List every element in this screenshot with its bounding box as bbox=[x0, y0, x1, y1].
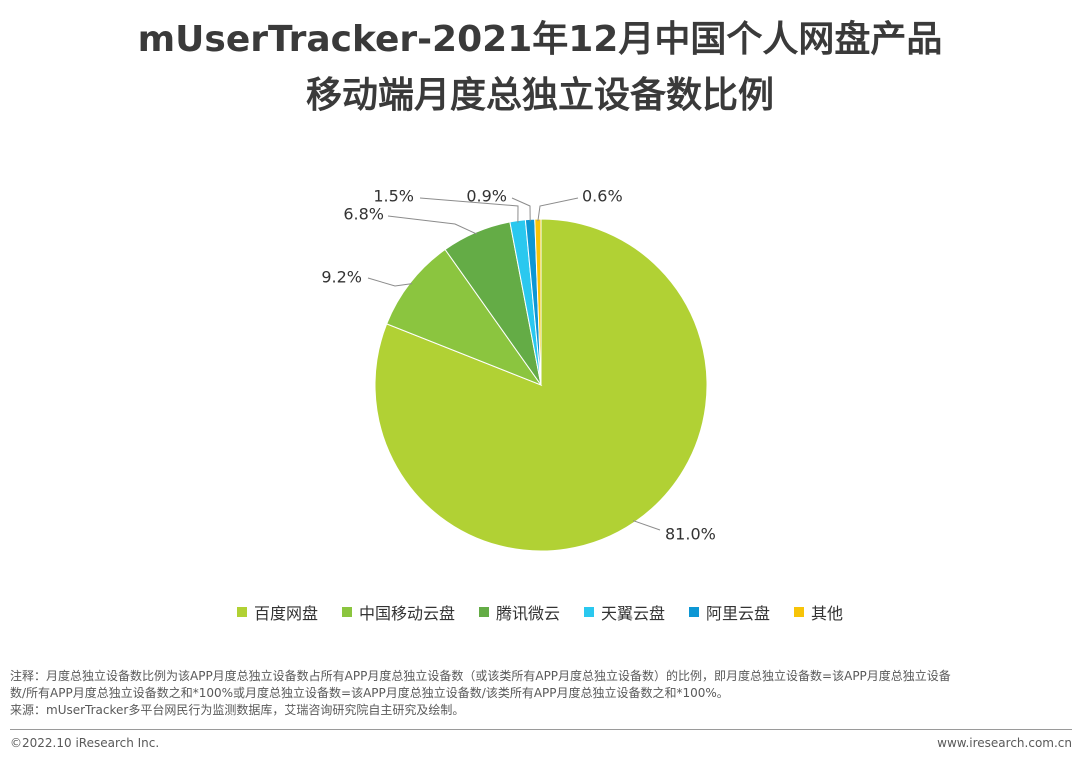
legend-label: 其他 bbox=[811, 604, 844, 623]
leader-line-4 bbox=[419, 197, 519, 223]
leader-line-3 bbox=[387, 215, 478, 235]
note-line-2: 数/所有APP月度总独立设备数之和*100%或月度总独立设备数=该APP月度总独… bbox=[10, 686, 729, 700]
note-line-1: 注释：月度总独立设备数比例为该APP月度总独立设备数占所有APP月度总独立设备数… bbox=[10, 669, 951, 683]
legend-swatch bbox=[341, 607, 352, 617]
legend-label: 腾讯微云 bbox=[495, 604, 560, 623]
legend-label: 天翼云盘 bbox=[601, 604, 666, 623]
legend-swatch bbox=[584, 607, 594, 617]
legend-item-2: 中国移动云盘 bbox=[341, 600, 455, 624]
chart-notes: 注释：月度总独立设备数比例为该APP月度总独立设备数占所有APP月度总独立设备数… bbox=[10, 668, 1072, 719]
legend-item-5: 阿里云盘 bbox=[689, 600, 770, 624]
pie-slice-2 bbox=[386, 248, 543, 387]
legend-label: 中国移动云盘 bbox=[358, 604, 455, 623]
legend-label: 百度网盘 bbox=[253, 604, 318, 623]
copyright-text: ©2022.10 iResearch Inc. bbox=[10, 736, 160, 750]
data-label-3: 6.8% bbox=[343, 205, 384, 224]
legend-swatch bbox=[794, 607, 805, 617]
leader-line-2 bbox=[367, 277, 413, 287]
legend-item-3: 腾讯微云 bbox=[478, 600, 560, 624]
leader-line-1 bbox=[633, 520, 661, 531]
legend-item-6: 其他 bbox=[794, 600, 843, 624]
legend-swatch bbox=[236, 607, 247, 617]
data-label-5: 0.9% bbox=[466, 187, 507, 206]
data-label-2: 9.2% bbox=[321, 268, 362, 287]
data-label-1: 81.0% bbox=[665, 525, 716, 544]
chart-title-line-1: mUserTracker-2021年12月中国个人网盘产品 bbox=[137, 19, 943, 60]
website-url: www.iresearch.com.cn bbox=[937, 736, 1072, 750]
chart-legend: 百度网盘 中国移动云盘 腾讯微云 天翼云盘 阿里云盘 其他 bbox=[0, 600, 1080, 624]
data-label-6: 0.6% bbox=[582, 187, 623, 206]
footer-divider bbox=[10, 729, 1072, 730]
legend-label: 阿里云盘 bbox=[706, 604, 771, 623]
pie-chart: 81.0% 9.2% 6.8%1.5% 0.9% 0.6% bbox=[321, 187, 716, 552]
leader-line-6 bbox=[537, 197, 579, 222]
source-line: 来源：mUserTracker多平台网民行为监测数据库，艾瑞咨询研究院自主研究及… bbox=[10, 703, 465, 717]
leader-line-5 bbox=[511, 197, 531, 222]
legend-item-1: 百度网盘 bbox=[236, 600, 318, 624]
legend-swatch bbox=[689, 607, 700, 617]
pie-slice-1 bbox=[374, 218, 708, 552]
chart-title-line-2: 移动端月度总独立设备数比例 bbox=[305, 75, 774, 116]
legend-swatch bbox=[478, 607, 489, 617]
legend-item-4: 天翼云盘 bbox=[584, 600, 665, 624]
data-label-4: 1.5% bbox=[373, 187, 414, 206]
